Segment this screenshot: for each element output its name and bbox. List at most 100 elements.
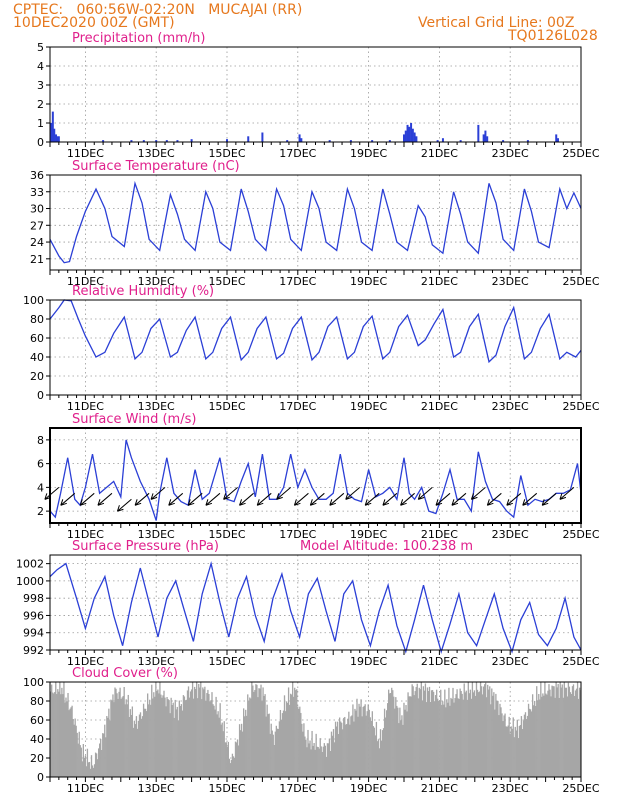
cloud-cover-bar <box>528 708 531 777</box>
cloud-cover-bar <box>505 726 507 777</box>
plot-area <box>50 428 581 523</box>
cloud-cover-bar <box>293 696 295 777</box>
cloud-cover-bar <box>233 757 236 777</box>
cloud-cover-bar <box>236 739 239 777</box>
cloud-cover-bar <box>316 746 318 777</box>
cloud-cover-bar <box>290 694 293 777</box>
header-station-info: CPTEC: 060:56W-02:20N MUCAJAI (RR) <box>13 2 303 18</box>
cloud-cover-bar <box>312 745 314 777</box>
cloud-cover-bar <box>451 699 453 777</box>
x-tick-label: 13DEC <box>138 275 175 288</box>
cloud-cover-bar <box>244 716 246 777</box>
cloud-cover-bar <box>558 697 560 777</box>
cloud-cover-bar <box>90 755 93 777</box>
cloud-cover-bar <box>187 686 190 777</box>
cloud-cover-bar <box>89 768 92 777</box>
cloud-cover-bar <box>530 711 533 777</box>
cloud-cover-bar <box>105 737 107 777</box>
cloud-cover-bar <box>283 695 286 777</box>
cloud-cover-bar <box>139 712 142 777</box>
wind-arrow <box>487 492 502 506</box>
cloud-cover-bar <box>133 720 136 777</box>
cloud-cover-bar <box>466 699 468 777</box>
wind-arrow <box>382 492 398 506</box>
cloud-cover-bar <box>535 705 537 777</box>
cloud-cover-bar <box>97 748 100 777</box>
wind-arrow <box>310 492 325 506</box>
cloud-cover-bar <box>507 725 509 777</box>
cloud-cover-bar <box>395 697 397 777</box>
precip-bar <box>226 139 228 142</box>
cloud-cover-bar <box>304 736 306 777</box>
x-tick-label: 13DEC <box>138 400 175 413</box>
x-tick-label: 15DEC <box>208 147 245 160</box>
cloud-cover-bar <box>208 694 210 777</box>
cloud-cover-bar <box>382 728 385 777</box>
cloud-cover-bar <box>360 699 362 777</box>
cloud-cover-bar <box>366 711 368 777</box>
precip-bar <box>408 126 411 142</box>
cloud-cover-bar <box>87 762 90 777</box>
cloud-cover-bar <box>229 763 232 777</box>
cloud-cover-bar <box>341 722 343 777</box>
x-tick-label: 23DEC <box>492 528 529 541</box>
cloud-cover-bar <box>257 697 259 777</box>
cloud-cover-bar <box>541 696 543 777</box>
cloud-cover-bar <box>389 693 391 777</box>
cloud-cover-bar <box>506 726 508 777</box>
wind-arrow <box>345 486 361 500</box>
cloud-cover-bar <box>182 695 185 777</box>
cloud-cover-bar <box>519 725 522 777</box>
cloud-cover-bar <box>398 723 400 777</box>
cloud-cover-bar <box>237 745 240 777</box>
cloud-cover-bar <box>57 689 59 777</box>
cloud-cover-bar <box>533 705 535 777</box>
wind-arrow <box>435 492 451 506</box>
cloud-cover-bar <box>445 707 447 777</box>
wind-arrow-head <box>293 499 301 506</box>
cloud-cover-bar <box>407 692 409 777</box>
x-tick-label: 25DEC <box>562 655 599 668</box>
cloud-cover-bar <box>456 689 458 777</box>
x-tick-label: 17DEC <box>279 655 316 668</box>
cloud-cover-bar <box>52 692 54 777</box>
cloud-cover-bar <box>517 738 520 777</box>
cloud-cover-bar <box>184 700 187 777</box>
cloud-cover-bar <box>108 708 110 777</box>
cloud-cover-bar <box>444 689 446 777</box>
x-tick-label: 23DEC <box>492 655 529 668</box>
x-tick-label: 17DEC <box>279 400 316 413</box>
panel-1: 0 1 2 3 4 5 11DEC 13DEC 15DEC 17DEC 19DEC 21DEC 23DE… <box>37 31 600 160</box>
cloud-cover-bar <box>552 686 554 777</box>
y-tick-label: 36 <box>30 169 44 182</box>
panel-title: Cloud Cover (%) <box>72 666 178 681</box>
cloud-cover-bar <box>556 687 558 777</box>
cloud-cover-bar <box>460 691 462 777</box>
precip-bar <box>388 140 391 142</box>
wind-arrow <box>471 486 486 500</box>
y-tick-label: 21 <box>30 253 44 266</box>
cloud-cover-bar <box>242 708 245 777</box>
cloud-cover-bar <box>53 693 55 777</box>
wind-arrow-head <box>60 499 67 506</box>
y-tick-label: 992 <box>23 644 44 657</box>
cloud-cover-bar <box>485 682 487 777</box>
y-tick-label: 24 <box>30 236 44 249</box>
cloud-cover-bar <box>169 713 171 777</box>
cloud-cover-bar <box>433 701 436 777</box>
wind-arrow <box>451 492 467 506</box>
cloud-cover-bar <box>282 710 285 777</box>
cloud-cover-bar <box>120 698 122 777</box>
x-tick-label: 23DEC <box>492 782 529 795</box>
cloud-cover-bar <box>364 704 366 777</box>
cloud-cover-bar <box>476 689 479 777</box>
cloud-cover-bar <box>498 715 500 777</box>
cloud-cover-bar <box>308 743 310 777</box>
wind-arrow <box>223 486 238 500</box>
cloud-cover-bar <box>263 695 265 777</box>
cloud-cover-bar <box>195 689 197 777</box>
panel-3: 0 20 40 60 80 100 11DEC 13DEC 15DEC 17DEC 19DEC 21D… <box>23 284 600 413</box>
x-tick-label: 11DEC <box>67 147 104 160</box>
cloud-cover-bar <box>577 698 580 777</box>
cloud-cover-bar <box>572 684 575 777</box>
